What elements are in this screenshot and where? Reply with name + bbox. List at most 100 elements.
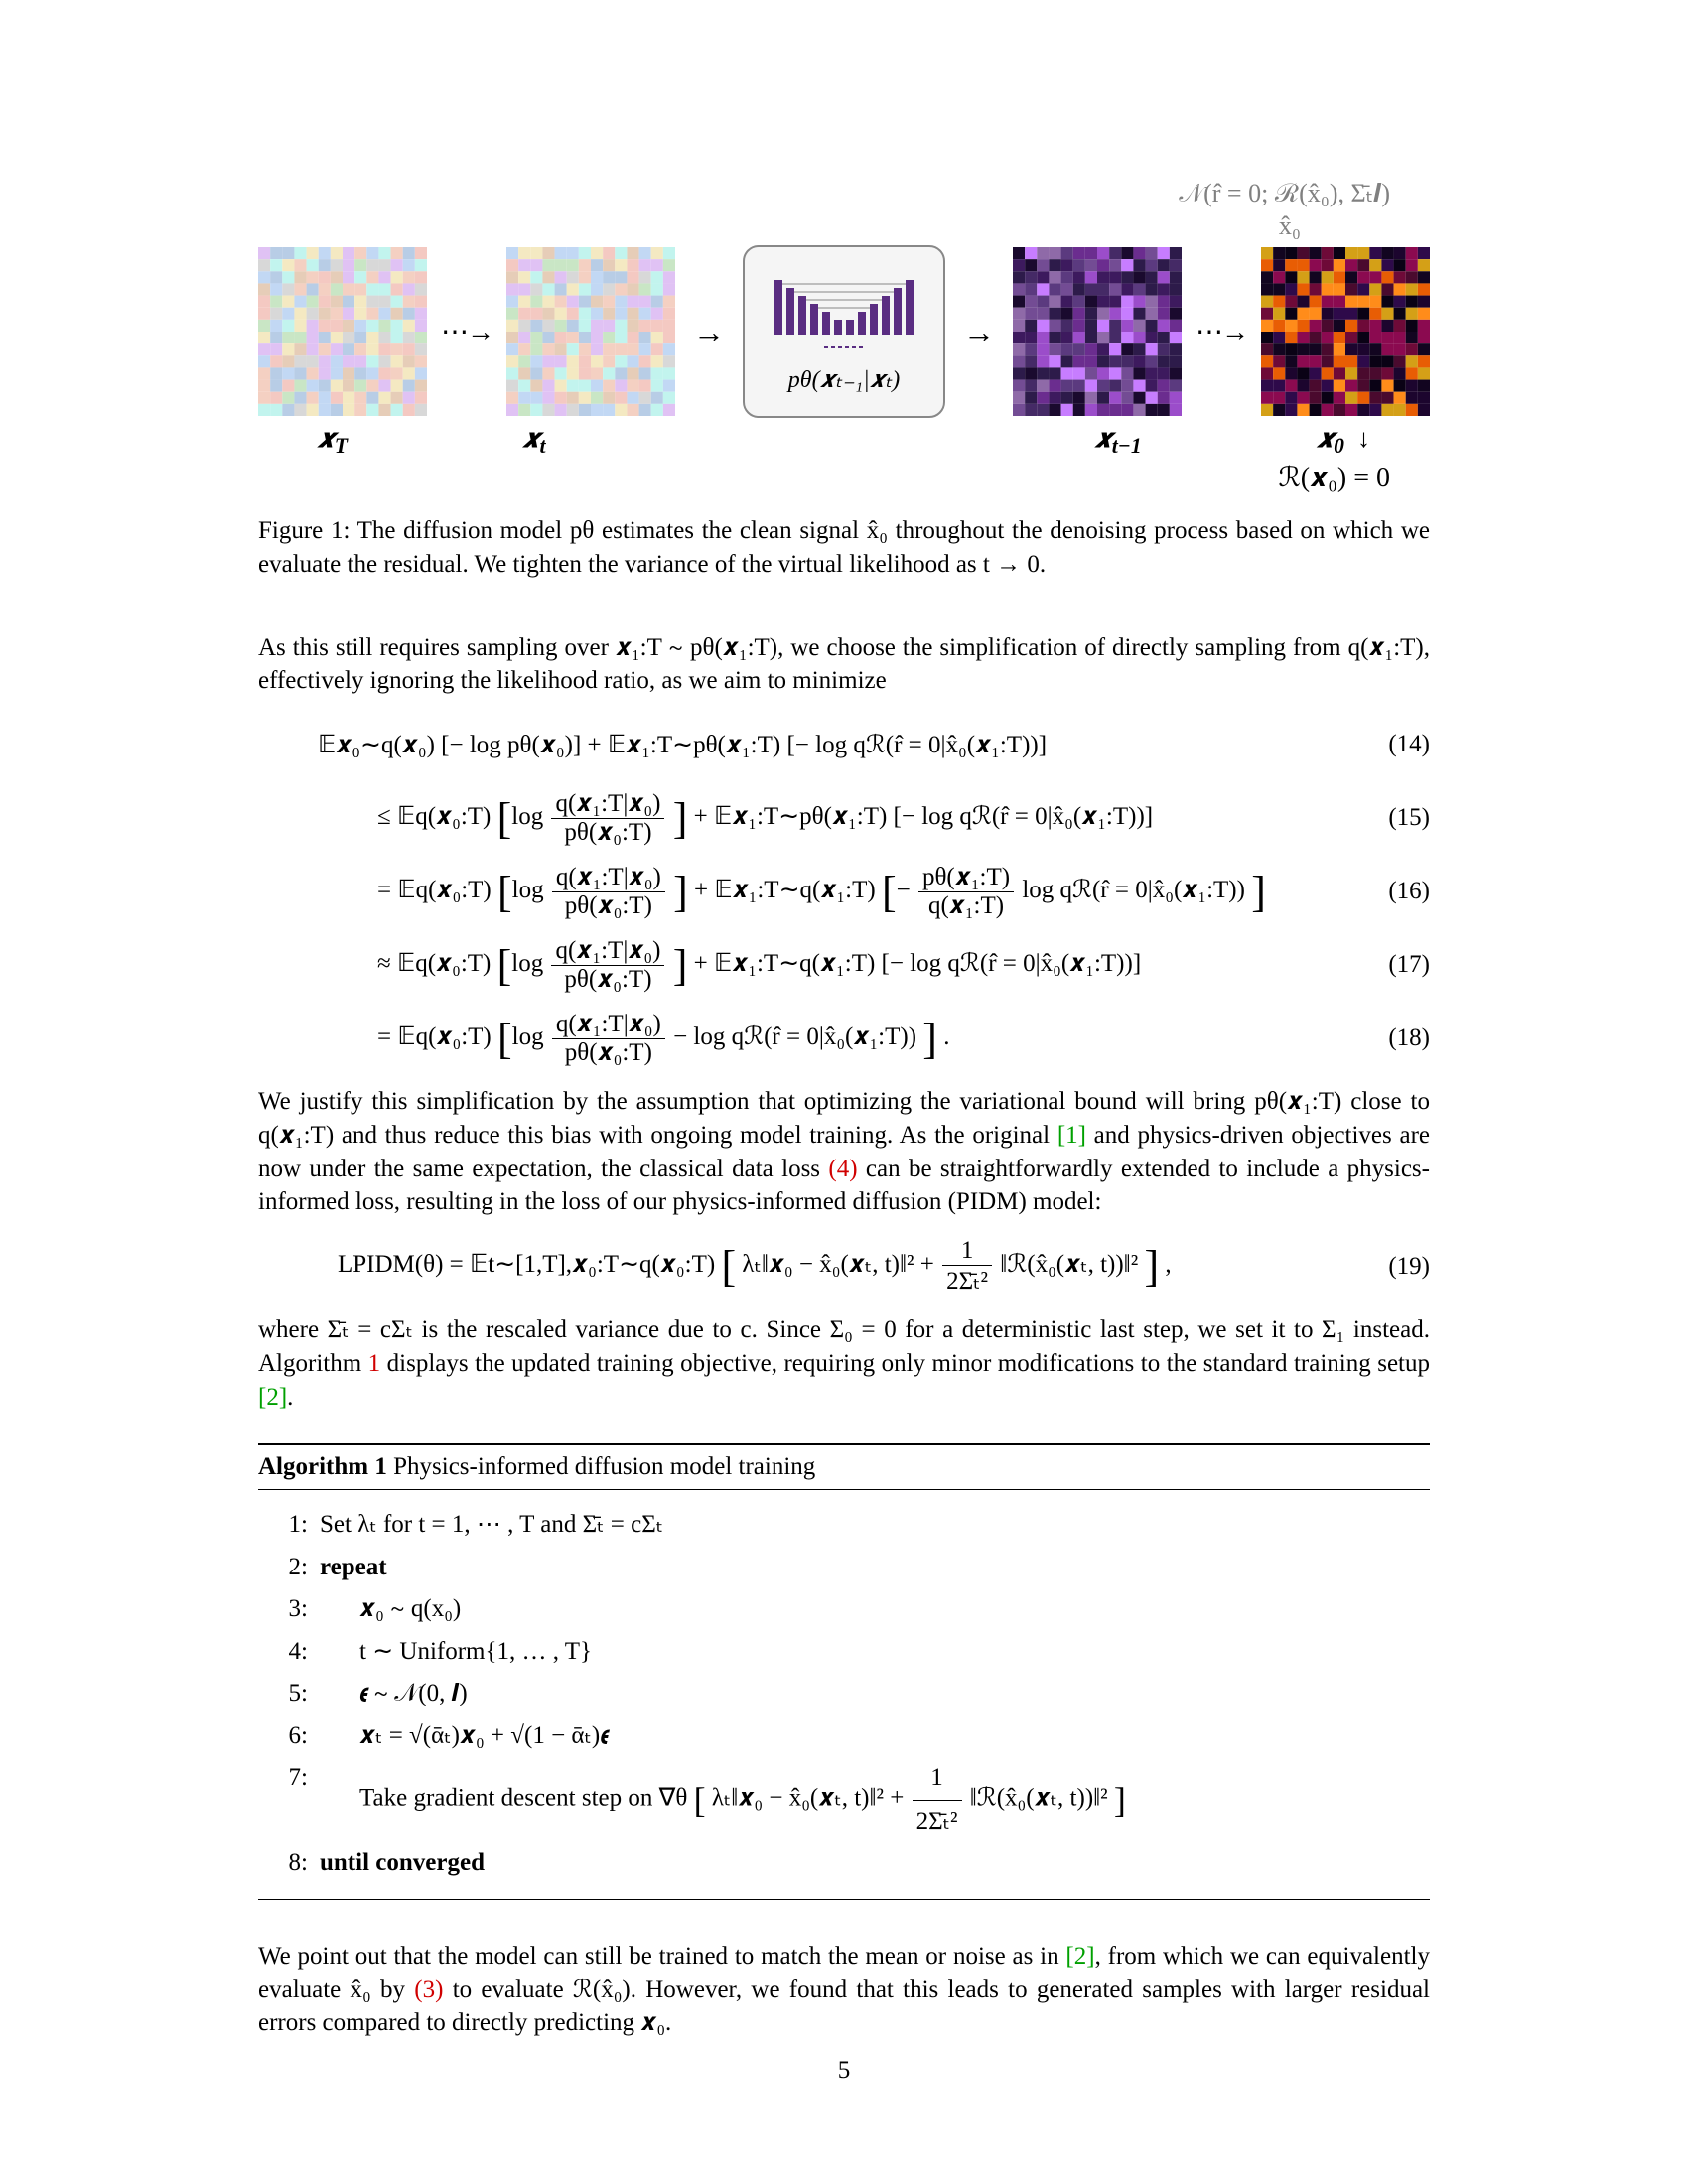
eq-number: (17) [1370, 951, 1430, 979]
text: We point out that the model can still be… [258, 1943, 1065, 1970]
text: ‖ℛ(x̂₀(𝒙ₜ, t))‖² [970, 1785, 1108, 1812]
line-body: t ∼ Uniform{1, … , T} [320, 1631, 1430, 1674]
rule [258, 1899, 1430, 1900]
paragraph-3: where Σ̄ₜ = cΣₜ is the rescaled variance… [258, 1313, 1430, 1414]
line-number: 3: [258, 1588, 320, 1631]
frac-bot: 2Σ̄ₜ² [913, 1801, 962, 1843]
eq-text: − log qℛ(r̂ = 0|x̂₀(𝒙₁:T)) [673, 1024, 916, 1050]
algorithm-ref-link[interactable]: 1 [368, 1350, 381, 1377]
frac-top: q(𝒙₁:T|𝒙₀) [551, 790, 664, 819]
algo-line: 3:𝒙₀ ∼ q(x₀) [258, 1588, 1430, 1631]
figure-labels-row: 𝒙T 𝒙t 𝒙t−1 𝒙0 ↓ [258, 424, 1430, 459]
text: . [287, 1384, 293, 1411]
eq-content: = 𝔼q(𝒙₀:T) [log q(𝒙₁:T|𝒙₀) pθ(𝒙₀:T) − lo… [258, 1011, 1370, 1067]
equation-ref-link[interactable]: (3) [414, 1977, 443, 2003]
eq-text: LPIDM(θ) = 𝔼t∼[1,T],𝒙₀:T∼q(𝒙₀:T) [338, 1251, 715, 1278]
frac-top: 1 [942, 1237, 992, 1266]
bracket-icon: ] [922, 1022, 937, 1056]
fraction: q(𝒙₁:T|𝒙₀) pθ(𝒙₀:T) [551, 937, 664, 994]
eq-text: log qℛ(r̂ = 0|x̂₀(𝒙₁:T)) [1022, 877, 1245, 903]
unet-icon [770, 270, 918, 359]
paragraph-2: We justify this simplification by the as… [258, 1085, 1430, 1219]
line-body: Set λₜ for t = 1, ⋯ , T and Σ̄ₜ = cΣₜ [320, 1504, 1430, 1547]
dotted-arrow-icon: ⋯→ [1196, 315, 1247, 348]
eq-content: = 𝔼q(𝒙₀:T) [log q(𝒙₁:T|𝒙₀) pθ(𝒙₀:T) ] + … [258, 864, 1370, 920]
figure-row: ⋯→ → [258, 245, 1430, 418]
eq-text: + 𝔼𝒙₁:T∼pθ(𝒙₁:T) [− log qℛ(r̂ = 0|x̂₀(𝒙₁… [694, 803, 1154, 830]
bracket-icon: [ [497, 948, 512, 983]
fraction: q(𝒙₁:T|𝒙₀) pθ(𝒙₀:T) [551, 790, 664, 847]
citation-link[interactable]: [2] [258, 1384, 287, 1411]
line-number: 7: [258, 1757, 320, 1843]
frac-bot: pθ(𝒙₀:T) [551, 819, 664, 847]
text: displays the updated training objective,… [380, 1350, 1430, 1377]
figure-caption: Figure 1: The diffusion model pθ estimat… [258, 514, 1430, 582]
figure-top-annotation: 𝒩(r̂ = 0; ℛ(x̂₀), Σ̄ₜ𝑰) [258, 179, 1430, 209]
noise-svg [506, 247, 675, 416]
rule [258, 1489, 1430, 1490]
figure-1: 𝒩(r̂ = 0; ℛ(x̂₀), Σ̄ₜ𝑰) x̂₀ ⋯→ → [258, 179, 1430, 582]
eq-content: 𝔼𝒙₀∼q(𝒙₀) [− log pθ(𝒙₀)] + 𝔼𝒙₁:T∼pθ(𝒙₁:T… [258, 730, 1370, 759]
eq-content: ≈ 𝔼q(𝒙₀:T) [log q(𝒙₁:T|𝒙₀) pθ(𝒙₀:T) ] + … [258, 937, 1370, 994]
figure-bottom-right: ℛ(𝒙₀) = 0 [258, 461, 1430, 494]
noise-xt [506, 247, 675, 416]
eq-number: (16) [1370, 878, 1430, 905]
noise-svg [1013, 247, 1182, 416]
fraction: 1 2Σ̄ₜ² [913, 1757, 962, 1843]
algo-line: 1:Set λₜ for t = 1, ⋯ , T and Σ̄ₜ = cΣₜ [258, 1504, 1430, 1547]
line-number: 5: [258, 1673, 320, 1715]
line-number: 1: [258, 1504, 320, 1547]
algo-line-7: 7: Take gradient descent step on ∇θ [ λₜ… [258, 1757, 1430, 1843]
bracket-icon: [ [497, 1022, 512, 1056]
unet-box: pθ(𝒙ₜ₋₁|𝒙ₜ) [743, 245, 945, 418]
citation-link[interactable]: [2] [1065, 1943, 1094, 1970]
eq-text: ≤ 𝔼q(𝒙₀:T) [377, 803, 491, 830]
line-number: 4: [258, 1631, 320, 1674]
eq-text: ≈ 𝔼q(𝒙₀:T) [377, 950, 491, 977]
bracket-icon: [ [721, 1249, 736, 1284]
eq-text: = 𝔼q(𝒙₀:T) [377, 877, 492, 903]
line-number: 2: [258, 1547, 320, 1589]
line-body: 𝒙₀ ∼ q(x₀) [320, 1588, 1430, 1631]
frac-top: q(𝒙₁:T|𝒙₀) [552, 864, 665, 892]
paragraph-4: We point out that the model can still be… [258, 1940, 1430, 2040]
frac-top: q(𝒙₁:T|𝒙₀) [552, 1011, 665, 1039]
bracket-icon: ] [1114, 1786, 1126, 1815]
arrow-icon: → [963, 314, 995, 350]
line-body: 𝒙ₜ = √(ᾱₜ)𝒙₀ + √(1 − ᾱₜ)𝝐 [320, 1715, 1430, 1758]
figure-xhat-annotation: x̂₀ [258, 211, 1430, 241]
fraction: pθ(𝒙₁:T) q(𝒙₁:T) [918, 864, 1014, 920]
eq-number: (15) [1370, 804, 1430, 832]
line-body: 𝝐 ∼ 𝒩(0, 𝑰) [320, 1673, 1430, 1715]
label-xt1: 𝒙t−1 [1095, 424, 1142, 459]
frac-bot: q(𝒙₁:T) [918, 892, 1014, 920]
citation-link[interactable]: [1] [1057, 1122, 1086, 1149]
page-number: 5 [838, 2057, 851, 2085]
bracket-icon: ] [1144, 1249, 1159, 1284]
algo-line: 2:repeat [258, 1547, 1430, 1589]
equation-ref-link[interactable]: (4) [828, 1156, 857, 1182]
eq-number: (14) [1370, 731, 1430, 758]
algo-line-8: 8: until converged [258, 1843, 1430, 1885]
algorithm-title: Algorithm 1 Physics-informed diffusion m… [258, 1449, 1430, 1485]
line-body: repeat [320, 1547, 1430, 1589]
equation-15: ≤ 𝔼q(𝒙₀:T) [log q(𝒙₁:T|𝒙₀) pθ(𝒙₀:T) ] + … [258, 789, 1430, 847]
eq-text: = 𝔼q(𝒙₀:T) [377, 1024, 492, 1050]
frac-bot: pθ(𝒙₀:T) [552, 1039, 665, 1067]
frac-top: 1 [913, 1757, 962, 1801]
algorithm-lines: 1:Set λₜ for t = 1, ⋯ , T and Σ̄ₜ = cΣₜ2… [258, 1494, 1430, 1895]
label-xT: 𝒙T [318, 424, 348, 459]
algorithm-1: Algorithm 1 Physics-informed diffusion m… [258, 1443, 1430, 1900]
equation-19: LPIDM(θ) = 𝔼t∼[1,T],𝒙₀:T∼q(𝒙₀:T) [ λₜ‖𝒙₀… [258, 1237, 1430, 1296]
bracket-icon: [ [694, 1786, 706, 1815]
equation-18: = 𝔼q(𝒙₀:T) [log q(𝒙₁:T|𝒙₀) pθ(𝒙₀:T) − lo… [258, 1010, 1430, 1067]
fraction: q(𝒙₁:T|𝒙₀) pθ(𝒙₀:T) [552, 1011, 665, 1067]
text: λₜ‖𝒙₀ − x̂₀(𝒙ₜ, t)‖² + [712, 1785, 911, 1812]
bracket-icon: ] [673, 875, 688, 909]
frac-bot: pθ(𝒙₀:T) [552, 892, 665, 920]
bracket-icon: [ [497, 801, 512, 836]
eq-content: ≤ 𝔼q(𝒙₀:T) [log q(𝒙₁:T|𝒙₀) pθ(𝒙₀:T) ] + … [258, 790, 1370, 847]
noise-x0 [1261, 247, 1430, 416]
eq-content: LPIDM(θ) = 𝔼t∼[1,T],𝒙₀:T∼q(𝒙₀:T) [ λₜ‖𝒙₀… [258, 1237, 1370, 1296]
label-x0: 𝒙0 ↓ [1317, 424, 1370, 459]
